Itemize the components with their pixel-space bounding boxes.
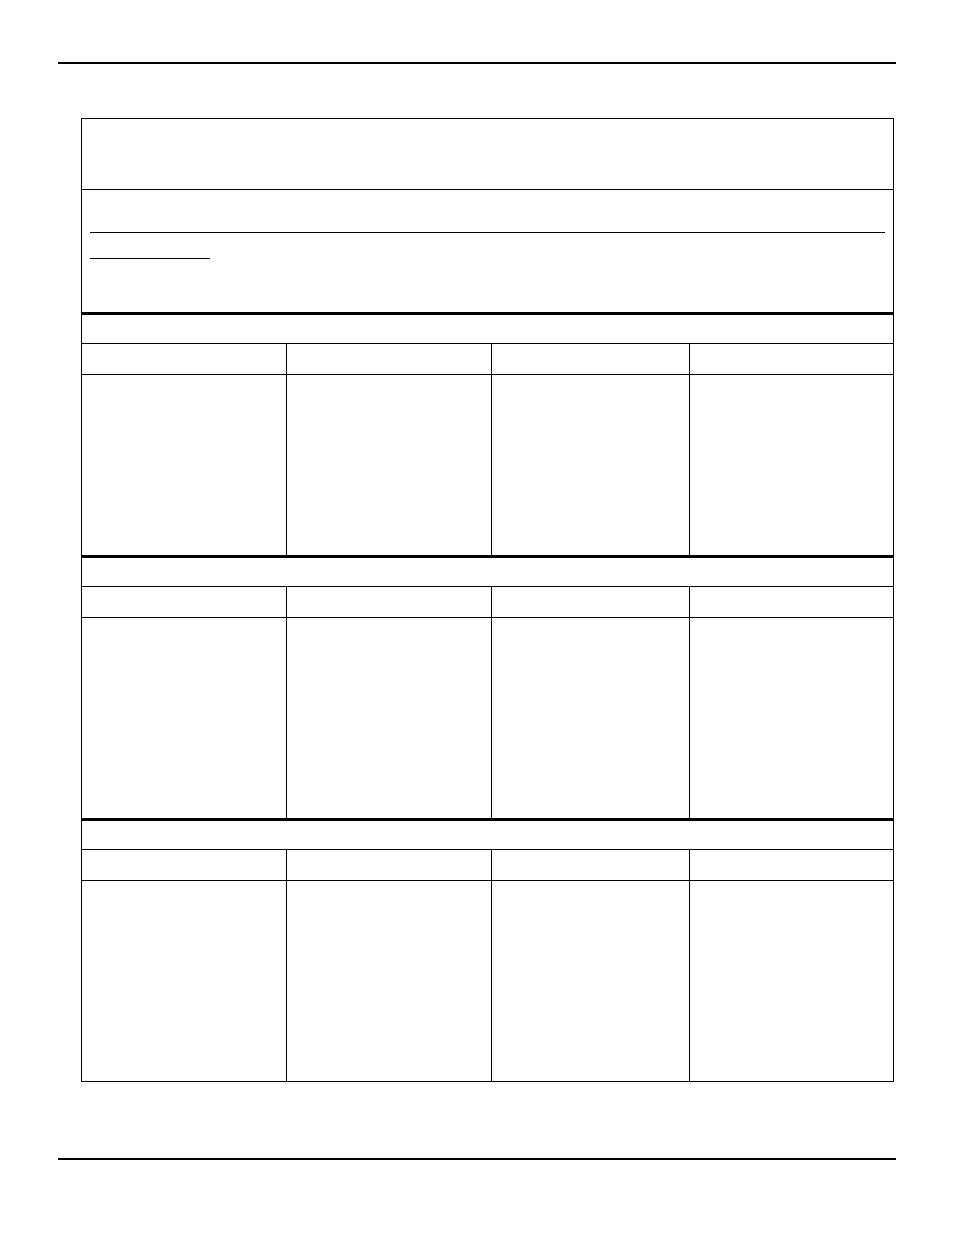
meta-cell [82,190,894,314]
meta-underline-2 [90,258,210,259]
header-2c [492,587,690,618]
body-3d [690,881,894,1082]
body-3c [492,881,690,1082]
body-3a [82,881,287,1082]
header-3a [82,850,287,881]
meta-row [82,190,894,314]
header-1c [492,344,690,375]
body-row-1 [82,375,894,557]
body-2c [492,618,690,820]
body-3b [287,881,492,1082]
header-row-2 [82,587,894,618]
section-row-1 [82,314,894,344]
section-row-3 [82,820,894,850]
header-3c [492,850,690,881]
body-1b [287,375,492,557]
section-cell-1 [82,314,894,344]
section-cell-2 [82,557,894,587]
table [81,118,894,1082]
header-1b [287,344,492,375]
section-row-2 [82,557,894,587]
form-table [81,118,893,1082]
meta-underline-1 [90,232,885,233]
body-1a [82,375,287,557]
section-cell-3 [82,820,894,850]
footer-rule [58,1158,896,1160]
header-row-1 [82,344,894,375]
page [0,0,954,1235]
body-2d [690,618,894,820]
body-1c [492,375,690,557]
header-1d [690,344,894,375]
title-row [82,119,894,190]
body-2a [82,618,287,820]
header-3b [287,850,492,881]
header-1a [82,344,287,375]
header-2d [690,587,894,618]
body-row-3 [82,881,894,1082]
header-3d [690,850,894,881]
body-2b [287,618,492,820]
header-2b [287,587,492,618]
header-row-3 [82,850,894,881]
header-2a [82,587,287,618]
meta-inner [82,190,893,312]
header-rule [58,62,896,64]
body-row-2 [82,618,894,820]
body-1d [690,375,894,557]
title-cell [82,119,894,190]
